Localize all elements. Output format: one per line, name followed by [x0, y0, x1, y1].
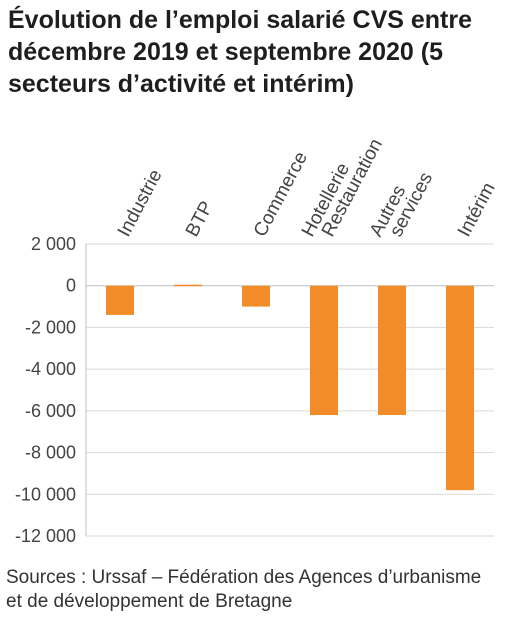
source-note: Sources : Urssaf – Fédération des Agence… [6, 567, 482, 612]
category-labels: Industrie BTP CommerceHotellerieRestaurati… [114, 135, 500, 240]
category-label: Intérim [454, 179, 500, 240]
category-label: BTP [182, 198, 218, 240]
axes [85, 244, 494, 536]
y-tick-labels: 2 000 0 -2 000 -4 000 -6 000 -8 000 -10 000 -12… [15, 234, 76, 546]
y-tick-label: -10 000 [15, 484, 76, 504]
bar [378, 285, 406, 416]
bar [242, 285, 270, 307]
chart-title: Évolution de l’emploi salarié CVS entre … [8, 6, 473, 98]
y-tick-label: -2 000 [25, 317, 76, 337]
gridlines [86, 243, 494, 537]
bars [106, 284, 474, 491]
y-tick-label: 2 000 [31, 234, 76, 254]
y-tick-label: -8 000 [25, 443, 76, 463]
y-tick-label: -4 000 [25, 359, 76, 379]
bar [310, 285, 338, 416]
bar-chart: 2 000 0 -2 000 -4 000 -6 000 -8 000 -10 000 -12… [15, 135, 500, 546]
bar [106, 285, 134, 315]
y-tick-label: -12 000 [15, 526, 76, 546]
category-label: Industrie [114, 166, 167, 240]
bar [174, 284, 202, 287]
y-tick-label: 0 [66, 276, 76, 296]
bar [446, 285, 474, 491]
y-tick-label: -6 000 [25, 401, 76, 421]
